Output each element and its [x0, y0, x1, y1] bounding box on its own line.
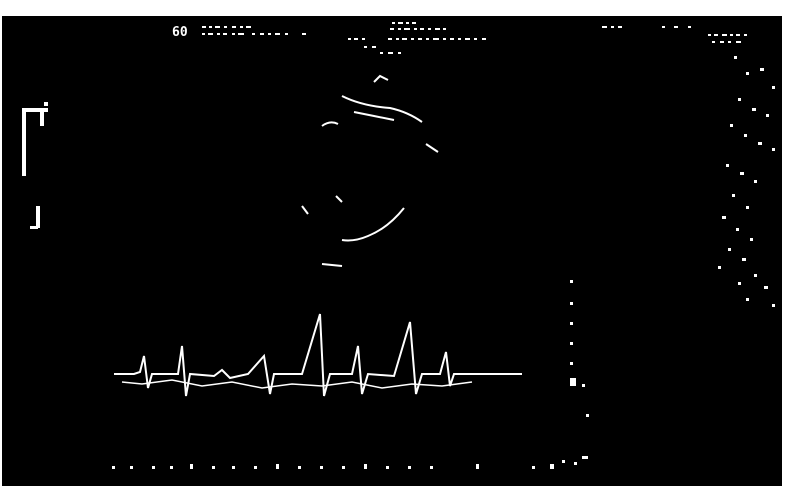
depth-marker	[22, 102, 48, 229]
ecg-scale	[570, 280, 589, 417]
header-info-center	[348, 22, 486, 54]
ultrasound-canvas	[22, 22, 775, 469]
ultrasound-display: 60	[2, 16, 782, 486]
echo-structures	[301, 74, 439, 267]
time-axis-ticks	[112, 456, 588, 469]
mode-label: 60	[172, 25, 188, 40]
header-info-left	[202, 26, 306, 35]
right-scale	[718, 56, 775, 307]
ecg-trace	[114, 313, 522, 397]
header-info-right	[602, 26, 747, 43]
